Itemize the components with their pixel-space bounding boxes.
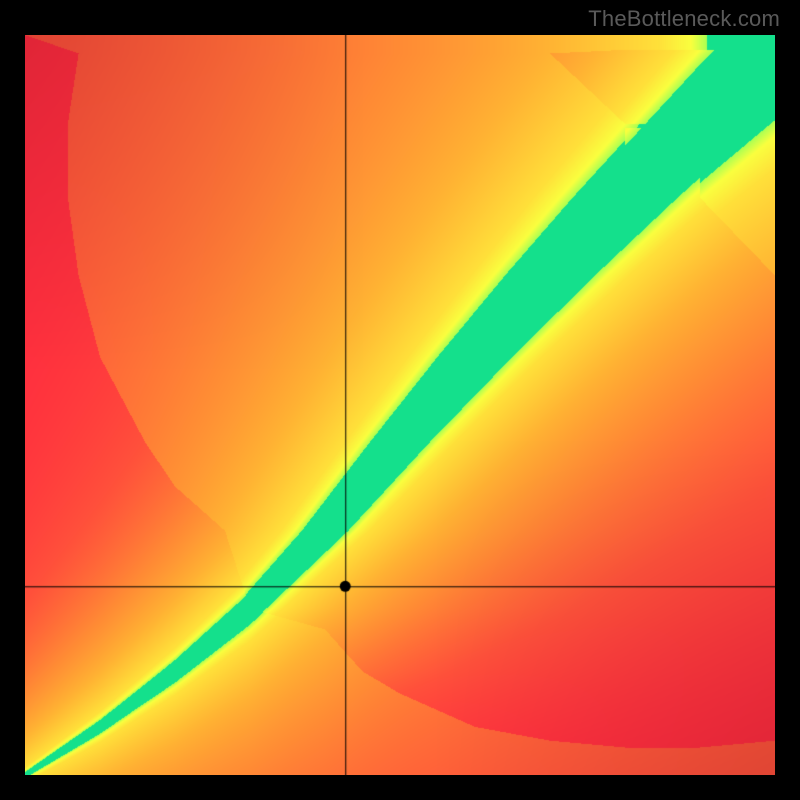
watermark-text: TheBottleneck.com <box>588 6 780 32</box>
bottleneck-heatmap <box>25 35 775 775</box>
